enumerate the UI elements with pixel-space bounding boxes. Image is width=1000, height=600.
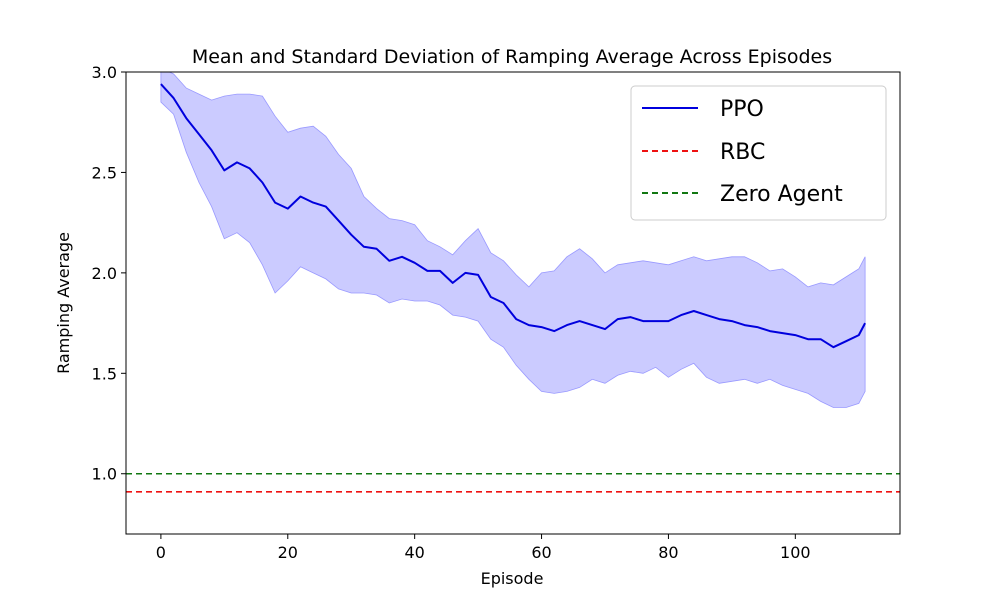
x-axis-label: Episode: [481, 569, 544, 588]
y-tick-label: 1.0: [92, 465, 117, 484]
plot-area: [126, 72, 900, 493]
x-tick-label: 40: [404, 543, 424, 562]
y-tick-label: 2.5: [92, 163, 117, 182]
y-axis-ticks: 1.0 1.5 2.0 2.5 3.0: [92, 63, 126, 484]
legend-label-zero-agent: Zero Agent: [720, 182, 843, 207]
ppo-std-band: [160, 72, 866, 408]
plot-frame: [125, 71, 901, 535]
x-tick-label: 20: [278, 543, 298, 562]
x-tick-label: 0: [156, 543, 166, 562]
legend-label-rbc: RBC: [720, 140, 765, 165]
x-tick-label: 100: [780, 543, 811, 562]
x-axis-ticks: 0 20 40 60 80 100: [156, 534, 811, 562]
y-tick-label: 1.5: [92, 364, 117, 383]
legend-box: [630, 85, 887, 221]
x-tick-label: 60: [531, 543, 551, 562]
y-tick-label: 2.0: [92, 264, 117, 283]
chart-title: Mean and Standard Deviation of Ramping A…: [192, 46, 832, 68]
legend-label-ppo: PPO: [720, 97, 764, 122]
x-tick-label: 80: [658, 543, 678, 562]
ppo-mean-line: [160, 83, 866, 349]
y-tick-label: 3.0: [92, 63, 117, 82]
legend: PPO RBC Zero Agent: [630, 85, 887, 221]
y-axis-label: Ramping Average: [54, 232, 73, 374]
